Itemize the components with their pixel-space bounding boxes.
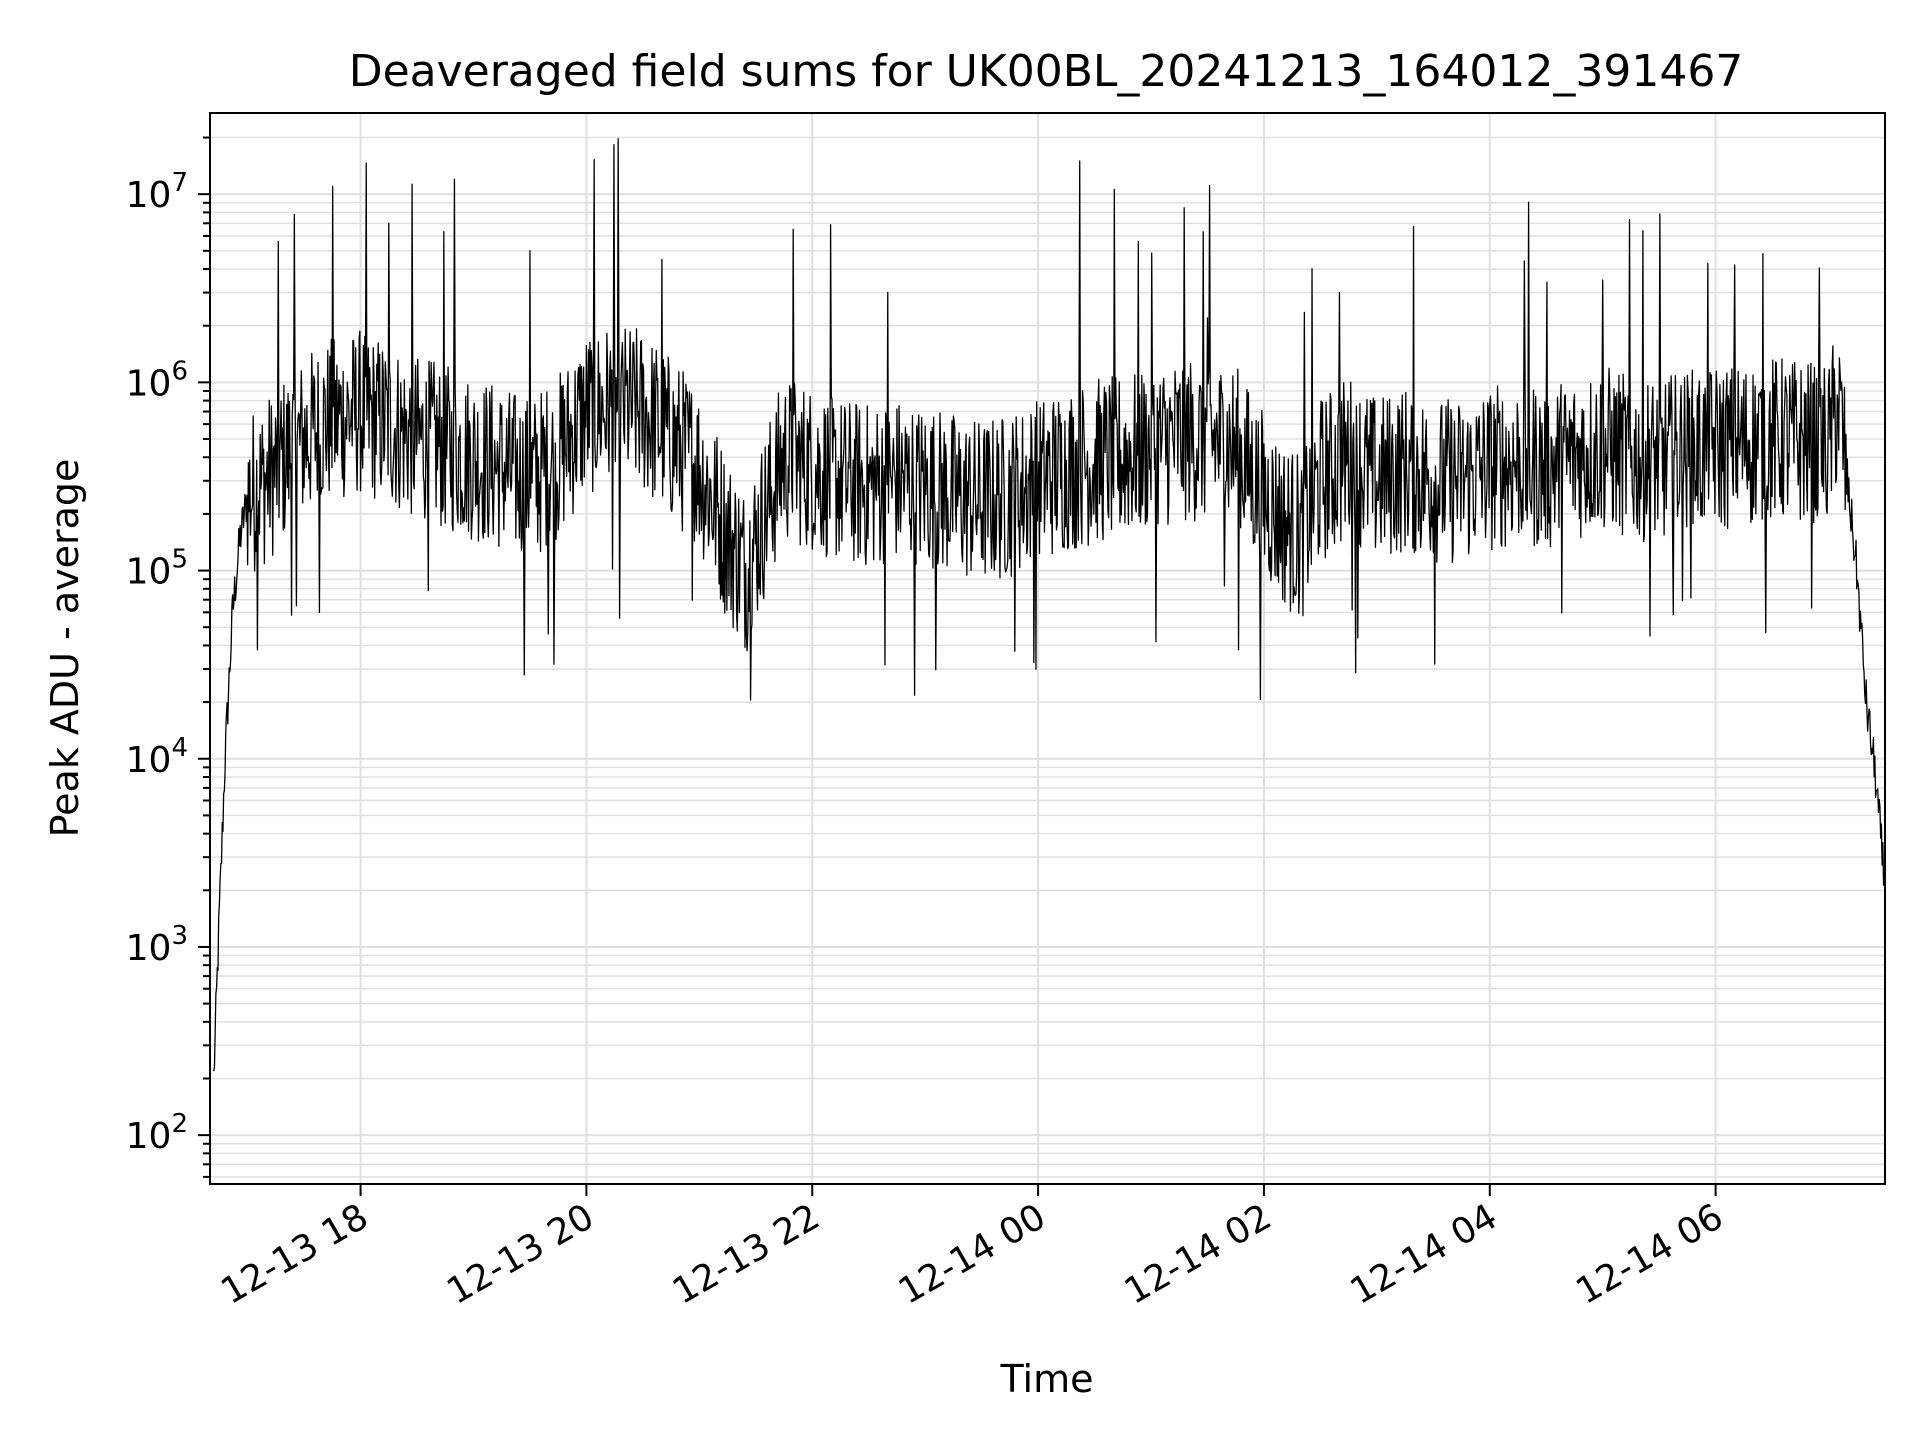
y-tick-label: 105 <box>126 545 188 593</box>
x-axis-label: Time <box>1000 1357 1094 1401</box>
y-axis: 102 103 104 105 106 107 <box>126 136 210 1178</box>
plot-frame <box>209 112 1886 1185</box>
y-tick-label: 102 <box>126 1109 188 1157</box>
grid-layer <box>210 113 1885 1184</box>
data-layer <box>213 138 1886 1072</box>
y-tick-label: 106 <box>126 356 188 404</box>
y-tick-label: 104 <box>126 733 188 781</box>
series-line <box>213 138 1886 1072</box>
y-tick-label: 103 <box>126 921 188 969</box>
y-tick-label: 107 <box>126 168 188 216</box>
chart-title: Deaveraged field sums for UK00BL_2024121… <box>349 46 1744 97</box>
y-axis-label: Peak ADU - average <box>43 459 87 838</box>
